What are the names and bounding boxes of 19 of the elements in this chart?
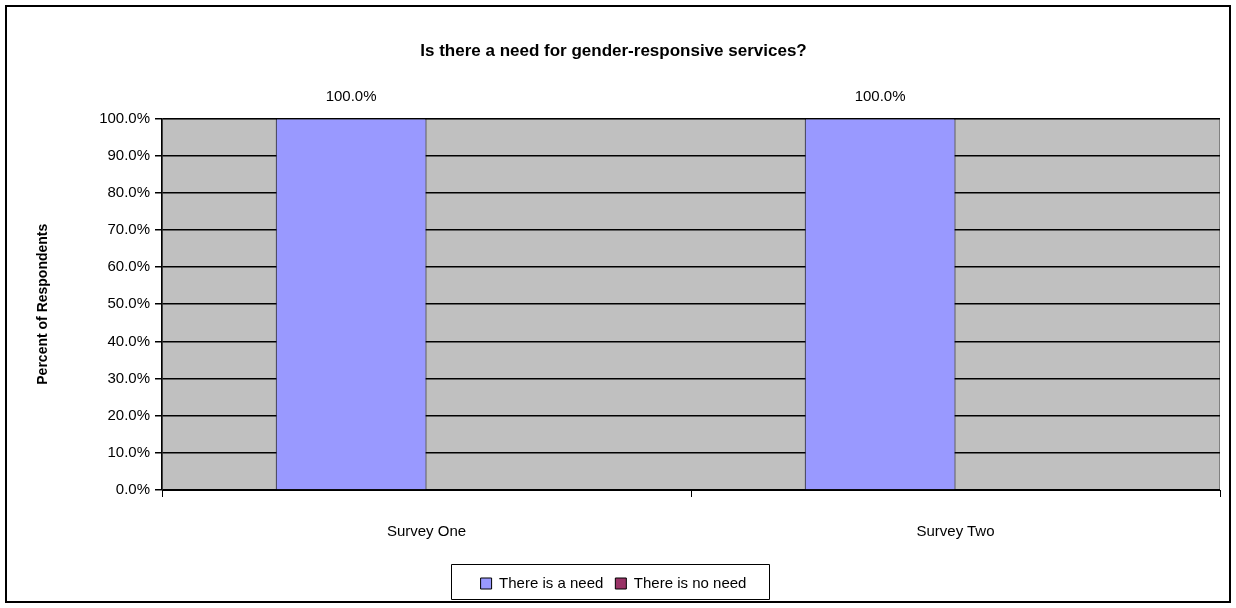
legend-label: There is no need	[633, 573, 747, 591]
y-axis-title: Percent of Respondents	[34, 223, 51, 385]
data-label: 100.0%	[854, 86, 906, 104]
data-label: 100.0%	[325, 86, 377, 104]
y-tick-label: 90.0%	[107, 145, 150, 163]
y-tick-label: 50.0%	[107, 294, 150, 312]
y-tick-label: 30.0%	[107, 368, 150, 386]
chart-title: Is there a need for gender-responsive services?	[420, 40, 807, 60]
x-tick-label: Survey Two	[916, 522, 995, 540]
y-tick-label: 70.0%	[107, 220, 150, 238]
legend-label: There is a need	[499, 573, 604, 591]
y-tick-label: 100.0%	[99, 108, 150, 126]
y-tick-label: 20.0%	[107, 405, 150, 423]
y-tick-label: 10.0%	[107, 442, 150, 460]
y-tick-label: 0.0%	[115, 480, 150, 498]
y-tick-label: 40.0%	[107, 331, 150, 349]
x-tick-label: Survey One	[386, 522, 467, 540]
y-tick-label: 60.0%	[107, 257, 150, 275]
y-tick-label: 80.0%	[107, 182, 150, 200]
